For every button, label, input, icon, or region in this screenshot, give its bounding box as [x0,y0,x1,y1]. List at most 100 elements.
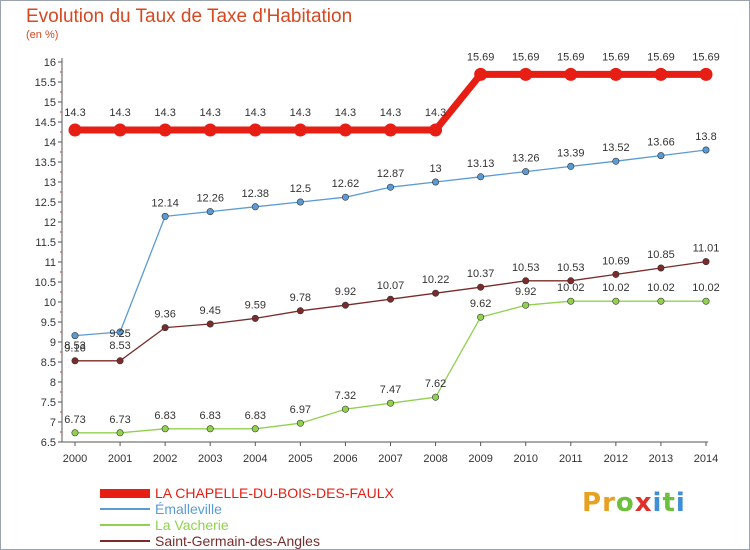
data-label: 12.62 [332,178,360,190]
y-tick-label: 15 [44,97,56,109]
data-point [161,324,169,332]
data-label: 9.92 [515,286,536,298]
data-point [203,123,217,137]
y-tick-label: 9 [50,337,56,349]
y-tick-label: 8 [50,377,56,389]
data-label: 10.02 [692,282,720,294]
x-tick-label: 2007 [378,453,402,465]
data-label: 14.3 [109,107,130,119]
data-label: 12.5 [290,183,311,195]
x-tick-label: 2011 [559,453,583,465]
data-point [657,152,665,160]
data-label: 10.69 [602,255,630,267]
data-point [702,146,710,154]
data-point [567,162,575,170]
data-point [432,393,440,401]
data-label: 9.16 [64,343,85,355]
data-label: 9.45 [200,305,221,317]
data-point [116,328,124,336]
data-label: 11.01 [693,243,720,255]
data-point [71,429,79,437]
x-tick-label: 2002 [153,453,177,465]
data-label: 14.3 [64,107,85,119]
data-point [702,258,710,266]
data-point [206,425,214,433]
data-label: 12.38 [242,188,270,200]
y-tick-label: 11 [45,257,56,269]
data-label: 15.69 [467,51,495,63]
data-point [248,123,262,137]
data-point [519,67,533,81]
data-point [657,264,665,272]
data-point [429,123,443,137]
data-label: 14.3 [335,107,356,119]
data-point [386,295,394,303]
data-label: 13 [429,163,441,175]
data-label: 14.3 [200,107,221,119]
data-label: 6.73 [109,414,130,426]
data-point [386,183,394,191]
data-point [206,320,214,328]
x-tick-label: 2001 [108,453,132,465]
data-label: 7.47 [380,384,401,396]
y-tick-label: 7.5 [41,397,56,409]
data-label: 10.02 [602,282,630,294]
x-tick-label: 2004 [243,453,267,465]
data-label: 10.02 [647,282,675,294]
y-tick-label: 8.5 [41,357,56,369]
data-label: 7.32 [335,390,356,402]
data-point [296,419,304,427]
data-point [702,297,710,305]
data-point [612,297,620,305]
data-point [116,429,124,437]
data-point [522,301,530,309]
data-label: 6.83 [154,410,175,422]
legend-label: La Vacherie [155,517,229,533]
data-point [296,198,304,206]
data-label: 15.69 [512,51,540,63]
data-point [113,123,127,137]
data-label: 9.78 [290,292,311,304]
y-tick-label: 7 [50,417,56,429]
data-label: 9.25 [109,328,130,340]
y-tick-label: 13 [44,177,56,189]
y-tick-label: 12 [44,217,56,229]
data-label: 14.3 [290,107,311,119]
legend-swatch [100,508,150,510]
data-label: 15.69 [557,51,585,63]
data-point [699,67,713,81]
data-point [609,67,623,81]
data-label: 13.52 [602,142,630,154]
logo-letter: i [652,488,663,518]
data-label: 9.59 [245,299,266,311]
y-tick-label: 11.5 [35,237,56,249]
y-tick-label: 13.5 [35,157,56,169]
data-point [68,123,82,137]
data-label: 14.3 [380,107,401,119]
series-line-0 [75,70,706,134]
data-label: 7.62 [425,378,446,390]
data-point [474,67,488,81]
data-label: 14.3 [425,107,446,119]
data-label: 6.83 [200,410,221,422]
data-label: 10.07 [377,280,405,292]
x-tick-label: 2013 [649,453,673,465]
data-point [567,277,575,285]
y-tick-label: 15.5 [35,77,56,89]
data-label: 12.26 [196,193,224,205]
y-tick-label: 14.5 [35,117,56,129]
y-tick-label: 6.5 [41,437,56,449]
data-label: 6.83 [245,410,266,422]
x-tick-label: 2006 [333,453,357,465]
data-point [564,67,578,81]
data-point [251,425,259,433]
data-point [477,283,485,291]
y-tick-label: 10.5 [35,277,56,289]
logo-letter: P [582,488,603,518]
y-tick-label: 9.5 [41,317,56,329]
data-point [158,123,172,137]
data-label: 13.8 [695,131,716,143]
logo-letter: t [662,488,676,518]
data-label: 10.22 [422,274,450,286]
